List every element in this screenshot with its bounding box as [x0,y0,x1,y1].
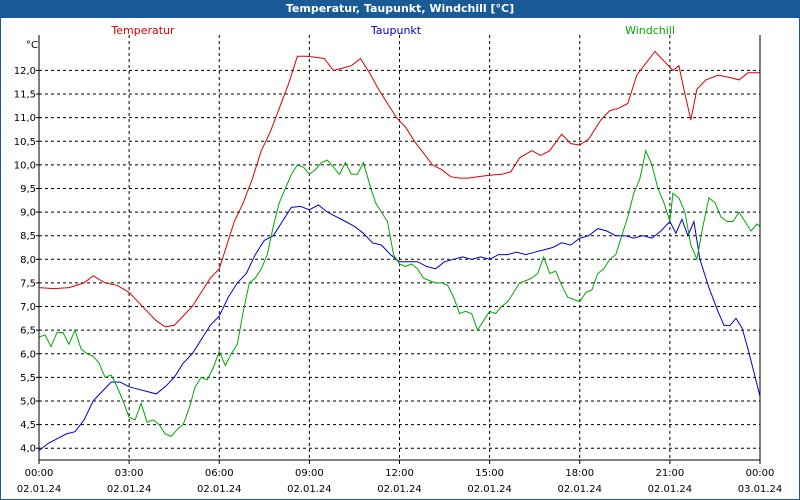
series-lines [38,50,761,451]
x-tick-time: 00:00 [25,468,54,479]
x-tick-time: 09:00 [295,468,324,479]
series-line-temperatur [38,50,760,328]
y-tick-label: 9,5 [20,184,36,195]
axes [36,35,761,464]
y-axis-label: °C [26,40,38,51]
y-tick-label: 4,0 [20,444,36,455]
x-tick-time: 18:00 [565,468,594,479]
x-tick-date: 02.01.24 [107,484,152,495]
x-tick-date: 02.01.24 [467,484,512,495]
y-tick-label: 6,0 [20,349,36,360]
x-tick-date: 03.01.24 [738,484,783,495]
legend-item-taupunkt: Taupunkt [370,24,422,37]
x-tick-time: 21:00 [655,468,684,479]
x-tick-date: 02.01.24 [557,484,602,495]
y-tick-label: 5,5 [20,373,36,384]
x-tick-time: 00:00 [746,468,775,479]
y-tick-label: 5,0 [20,396,36,407]
y-tick-label: 11,0 [14,113,36,124]
y-tick-label: 9,0 [20,208,36,219]
series-line-windchill [38,149,761,437]
y-tick-label: 8,5 [20,231,36,242]
legend: Temperatur Taupunkt Windchill [110,24,675,37]
y-tick-label: 12,0 [14,66,36,77]
x-tick-time: 12:00 [385,468,414,479]
x-tick-time: 06:00 [205,468,234,479]
x-tick-date: 02.01.24 [17,484,62,495]
x-tick-time: 03:00 [115,468,144,479]
y-tick-label: 11,5 [14,90,36,101]
tick-labels: 4,0 4,5 5,0 5,5 6,0 6,5 7,0 7,5 8,0 8,5 9,0 9,5 10,0… [14,40,783,495]
x-tick-date: 02.01.24 [197,484,242,495]
x-tick-date: 02.01.24 [648,484,693,495]
y-tick-label: 7,0 [20,302,36,313]
x-tick-time: 15:00 [475,468,504,479]
x-tick-date: 02.01.24 [287,484,332,495]
legend-item-windchill: Windchill [625,24,675,37]
y-tick-label: 4,5 [20,420,36,431]
x-tick-date: 02.01.24 [377,484,422,495]
y-tick-label: 7,5 [20,278,36,289]
grid [39,35,760,460]
y-tick-label: 10,5 [14,137,36,148]
y-tick-label: 6,5 [20,326,36,337]
y-tick-label: 10,0 [14,160,36,171]
chart-title: Temperatur, Taupunkt, Windchill [°C] [0,0,800,18]
legend-item-temperatur: Temperatur [110,24,175,37]
y-tick-label: 8,0 [20,255,36,266]
